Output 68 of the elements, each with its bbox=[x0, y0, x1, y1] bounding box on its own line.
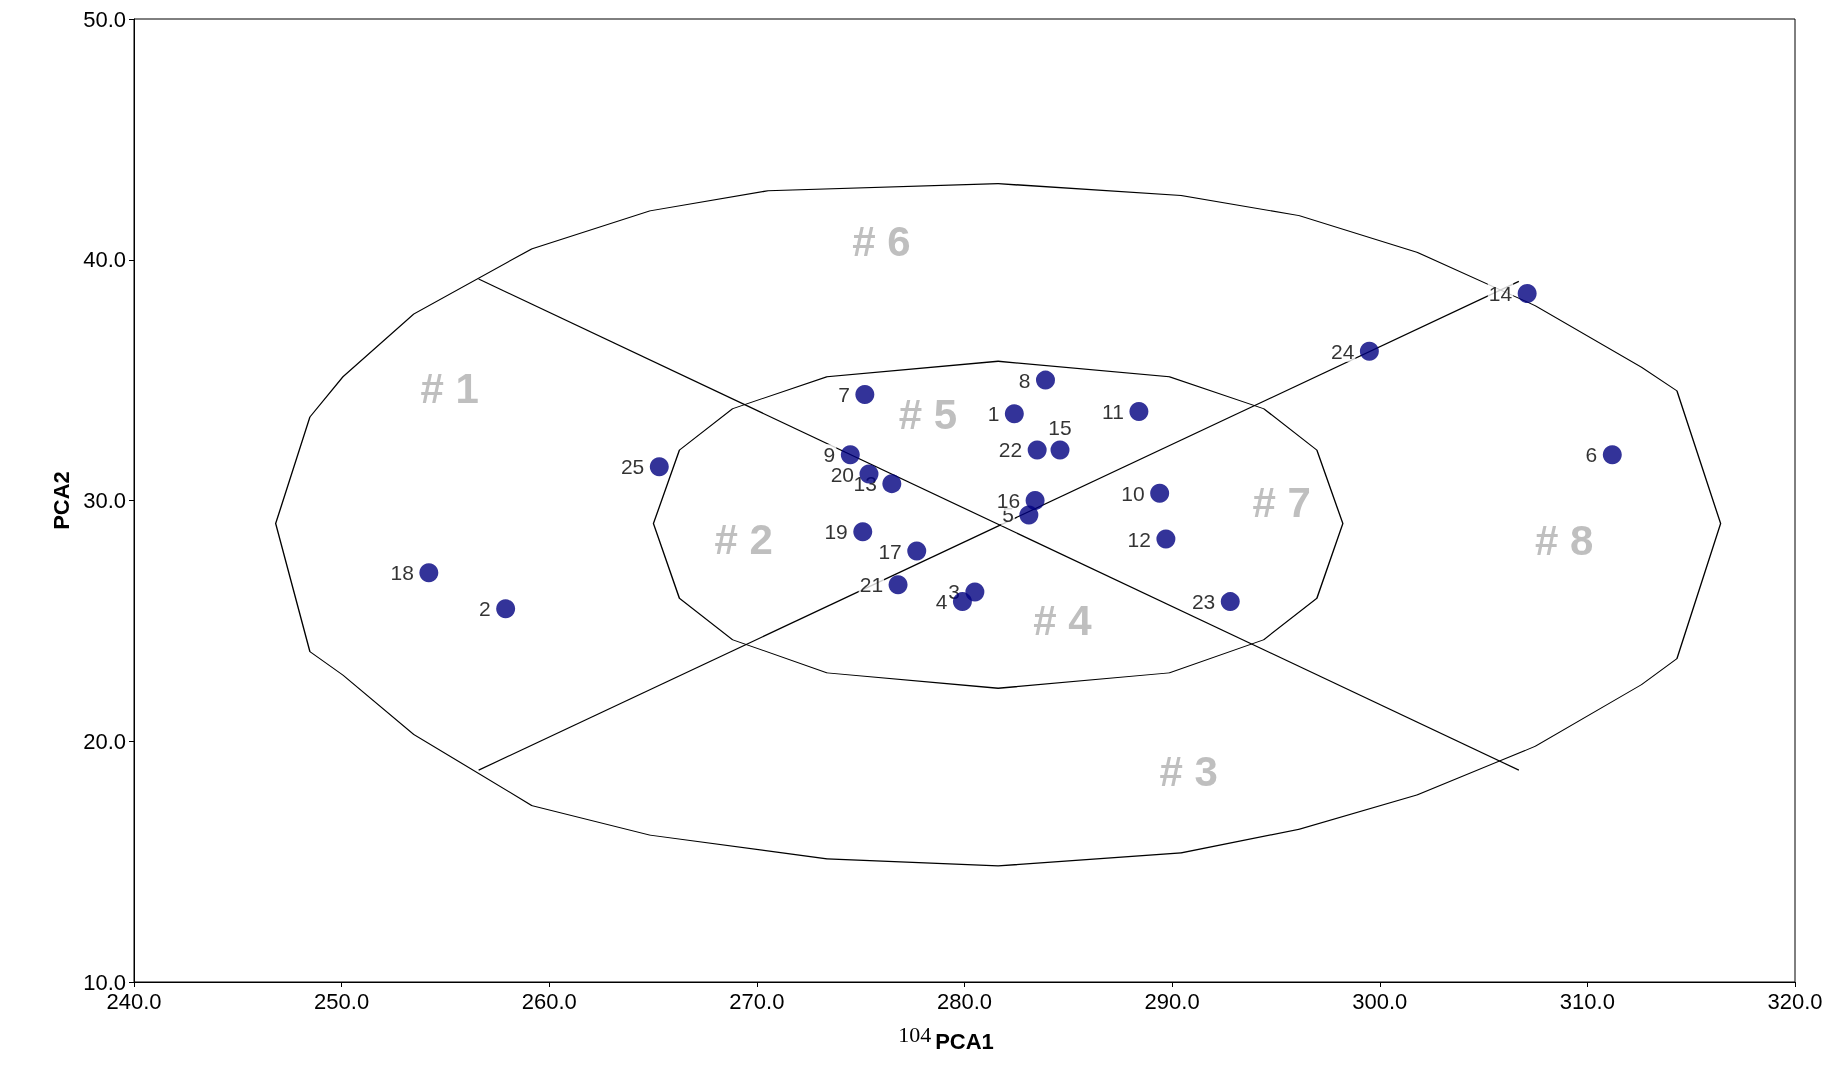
annotation: # 3 bbox=[1159, 747, 1218, 795]
point bbox=[1050, 440, 1070, 460]
x-tick-label: 290.0 bbox=[1144, 988, 1200, 1014]
annotation: 17 bbox=[878, 539, 902, 563]
annotation: 23 bbox=[1191, 590, 1216, 614]
annotation: 25 bbox=[620, 455, 645, 479]
point bbox=[1220, 592, 1240, 612]
point bbox=[649, 457, 669, 477]
annotation: 2 bbox=[478, 597, 491, 621]
annotation: 10 bbox=[1121, 481, 1145, 505]
annotation: # 1 bbox=[420, 365, 479, 413]
annotation: # 8 bbox=[1534, 517, 1594, 565]
annotation: 4 bbox=[935, 590, 948, 614]
point bbox=[1359, 341, 1379, 361]
point bbox=[1150, 483, 1170, 503]
point bbox=[1004, 404, 1024, 424]
point bbox=[1019, 505, 1039, 525]
point bbox=[1156, 529, 1176, 549]
x-axis-title: PCA1 bbox=[935, 1028, 994, 1054]
annotation: 7 bbox=[838, 383, 850, 407]
annotation: # 2 bbox=[714, 516, 773, 564]
y-tick-label: 50.0 bbox=[83, 6, 126, 32]
annotation: 22 bbox=[998, 438, 1023, 462]
annotation: 11 bbox=[1102, 399, 1124, 423]
annotation: 12 bbox=[1127, 527, 1151, 551]
y-tick-label: 20.0 bbox=[83, 728, 126, 754]
annotation: 14 bbox=[1488, 281, 1513, 305]
point bbox=[853, 522, 873, 542]
point bbox=[1517, 283, 1537, 303]
point bbox=[1602, 445, 1622, 465]
x-tick-label: 260.0 bbox=[521, 988, 577, 1014]
annotation: # 6 bbox=[852, 217, 911, 265]
annotation: 18 bbox=[390, 561, 414, 585]
x-tick-label: 250.0 bbox=[314, 988, 370, 1014]
point bbox=[496, 599, 516, 619]
annotation: 1 bbox=[987, 402, 1000, 426]
x-tick-label: 320.0 bbox=[1767, 988, 1823, 1014]
annotation: # 4 bbox=[1033, 597, 1093, 645]
point bbox=[855, 385, 875, 405]
text: 104 bbox=[898, 1022, 932, 1048]
annotation: 6 bbox=[1585, 443, 1598, 467]
point bbox=[1035, 370, 1055, 390]
y-tick-label: 40.0 bbox=[83, 247, 126, 273]
annotation: 8 bbox=[1018, 368, 1031, 392]
point bbox=[1129, 401, 1149, 421]
x-tick-label: 270.0 bbox=[729, 988, 785, 1014]
x-tick-label: 300.0 bbox=[1352, 988, 1408, 1014]
annotation: # 5 bbox=[898, 391, 958, 439]
annotation: # 7 bbox=[1252, 478, 1311, 526]
point bbox=[907, 541, 927, 561]
x-tick-label: 280.0 bbox=[936, 988, 993, 1014]
annotation: 24 bbox=[1331, 339, 1355, 363]
point bbox=[888, 575, 908, 595]
point bbox=[882, 474, 902, 494]
point bbox=[419, 563, 439, 583]
annotation: 21 bbox=[859, 573, 884, 597]
y-tick-label: 30.0 bbox=[83, 488, 126, 513]
point bbox=[1027, 440, 1047, 460]
y-axis-title: PCA2 bbox=[48, 471, 74, 530]
annotation: 9 bbox=[823, 443, 836, 467]
y-tick-label: 10.0 bbox=[83, 969, 126, 995]
point bbox=[1025, 491, 1045, 510]
annotation: 19 bbox=[824, 520, 848, 544]
annotation: 3 bbox=[948, 580, 960, 604]
x-tick-label: 310.0 bbox=[1559, 988, 1615, 1014]
annotation: 15 bbox=[1048, 415, 1072, 439]
point bbox=[840, 445, 860, 465]
point bbox=[965, 582, 985, 602]
